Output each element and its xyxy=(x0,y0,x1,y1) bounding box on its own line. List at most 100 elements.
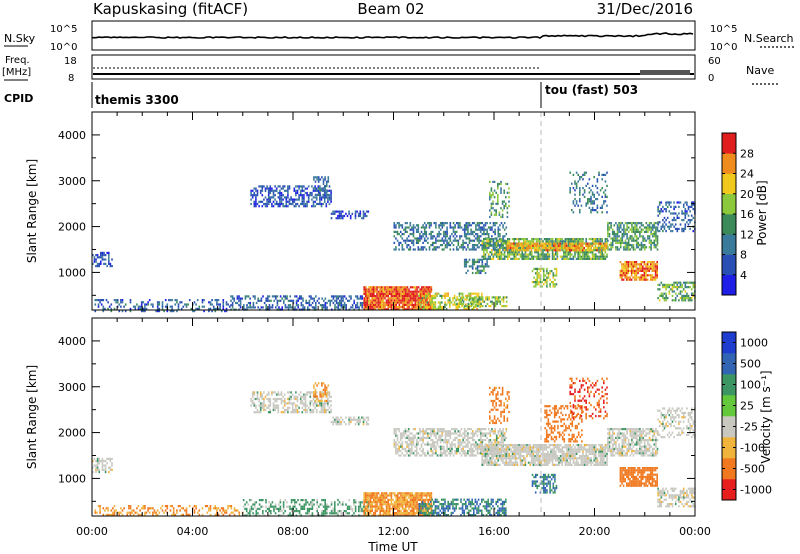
range-cell xyxy=(458,301,461,304)
range-cell xyxy=(267,411,270,414)
range-cell xyxy=(601,187,603,190)
range-cell xyxy=(330,501,333,504)
range-cell xyxy=(307,391,310,394)
range-cell xyxy=(690,292,693,295)
range-cell xyxy=(290,499,293,502)
range-cell xyxy=(627,226,630,229)
range-cell xyxy=(326,507,328,510)
range-cell xyxy=(398,244,400,247)
range-cell xyxy=(279,198,281,201)
range-cell xyxy=(382,290,385,293)
range-cell xyxy=(153,511,156,514)
range-cell xyxy=(539,242,541,245)
range-cell xyxy=(579,255,581,258)
range-cell xyxy=(373,496,375,499)
range-cell xyxy=(658,203,661,206)
range-cell xyxy=(230,511,233,514)
range-cell xyxy=(129,307,132,310)
range-cell xyxy=(266,507,269,510)
range-cell xyxy=(401,286,404,289)
range-cell xyxy=(369,505,372,508)
range-cell xyxy=(303,507,306,510)
range-cell xyxy=(497,251,499,254)
range-cell xyxy=(471,246,474,249)
range-cell xyxy=(238,295,240,298)
range-cell xyxy=(267,194,270,197)
range-cell xyxy=(398,286,401,289)
range-cell xyxy=(316,503,318,506)
range-cell xyxy=(306,200,308,203)
range-cell xyxy=(108,260,110,263)
range-cell xyxy=(406,292,409,295)
range-cell xyxy=(354,507,357,510)
range-cell xyxy=(497,235,500,238)
range-cell xyxy=(321,510,323,513)
range-cell xyxy=(454,226,456,229)
range-cell xyxy=(408,301,410,304)
range-cell xyxy=(656,235,659,238)
range-cell xyxy=(384,290,386,293)
range-cell xyxy=(368,514,370,517)
range-cell xyxy=(613,224,616,227)
range-cell xyxy=(144,511,146,514)
range-cell xyxy=(93,260,96,263)
range-cell xyxy=(547,257,549,260)
range-cell xyxy=(315,202,318,206)
range-cell xyxy=(247,301,250,305)
range-cell xyxy=(648,269,650,272)
range-cell xyxy=(301,395,304,398)
range-cell xyxy=(412,228,415,231)
range-cell xyxy=(288,402,291,405)
range-cell xyxy=(277,408,280,412)
range-cell xyxy=(332,295,335,298)
range-cell xyxy=(687,223,690,226)
range-cell xyxy=(506,182,509,186)
range-cell xyxy=(376,496,378,499)
range-cell xyxy=(569,189,571,192)
range-cell xyxy=(140,303,143,306)
range-cell xyxy=(494,251,496,254)
range-cell xyxy=(461,299,464,302)
range-cell xyxy=(259,189,262,192)
range-cell xyxy=(315,187,318,190)
range-cell xyxy=(470,248,472,251)
range-cell xyxy=(101,251,104,254)
range-cell xyxy=(104,464,107,467)
range-cell xyxy=(500,238,503,241)
range-cell xyxy=(479,305,481,308)
range-cell xyxy=(632,267,634,270)
range-cell xyxy=(606,195,608,198)
range-cell xyxy=(574,204,576,207)
range-cell xyxy=(513,247,515,250)
range-cell xyxy=(495,209,497,212)
range-cell xyxy=(605,242,608,245)
range-cell xyxy=(650,226,652,229)
range-cell xyxy=(463,224,466,227)
range-cell xyxy=(291,200,294,203)
range-cell xyxy=(539,278,542,281)
range-cell xyxy=(559,247,561,250)
range-cell xyxy=(414,237,416,240)
range-cell xyxy=(571,182,573,185)
range-cell xyxy=(588,238,591,241)
range-cell xyxy=(428,222,431,225)
range-cell xyxy=(261,402,264,405)
range-cell xyxy=(487,240,490,243)
range-cell xyxy=(434,297,437,300)
range-cell xyxy=(231,306,234,309)
range-cell xyxy=(473,296,476,299)
range-cell xyxy=(533,267,535,270)
range-cell xyxy=(374,507,377,510)
range-cell xyxy=(674,227,677,230)
range-cell xyxy=(643,267,646,270)
range-cell xyxy=(623,226,625,229)
range-cell xyxy=(653,267,655,270)
range-cell xyxy=(596,191,599,194)
range-cell xyxy=(365,290,367,293)
range-cell xyxy=(381,292,383,295)
range-cell xyxy=(302,505,304,508)
range-cell xyxy=(549,247,552,250)
range-cell xyxy=(272,194,275,197)
range-cell xyxy=(535,247,537,250)
range-cell xyxy=(509,242,512,245)
